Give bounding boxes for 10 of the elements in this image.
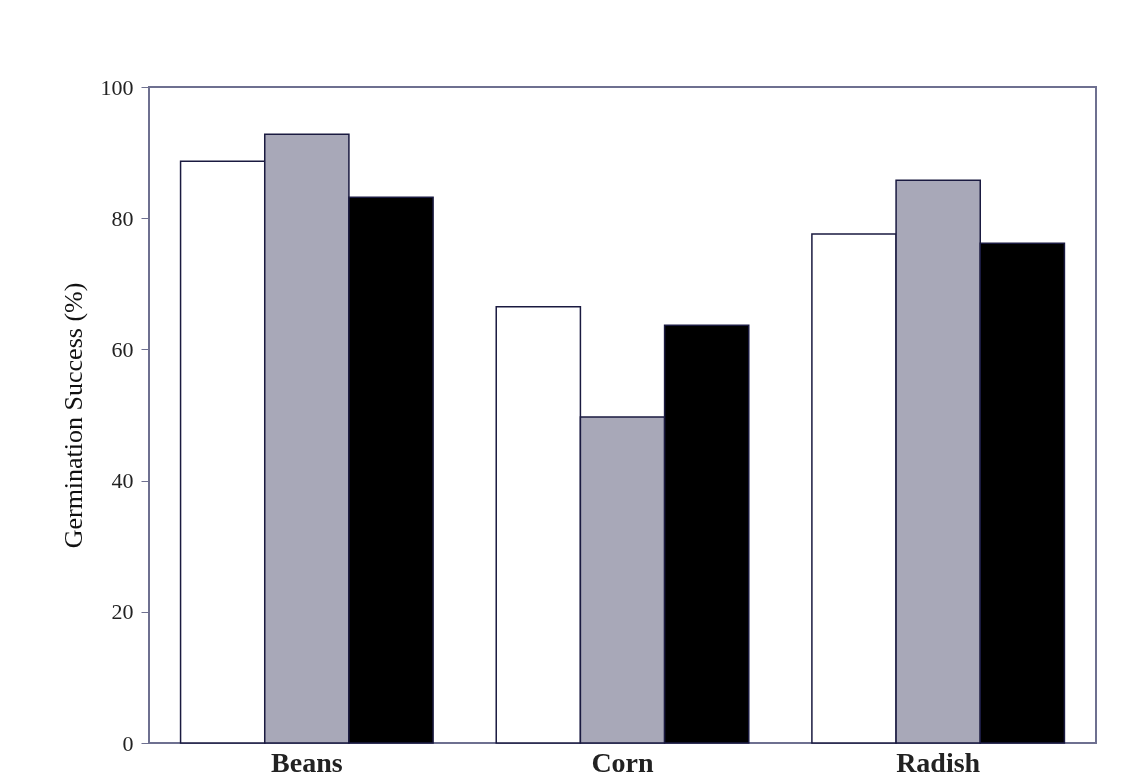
x-tick-label: Beans [271,746,343,778]
y-tick-label: 40 [111,468,134,494]
y-tick-label: 60 [111,336,134,362]
x-tick-label: Radish [896,746,981,778]
y-tick-label: 100 [100,74,134,100]
y-axis-title: Germination Success (%) [58,282,88,549]
y-tick-label: 20 [111,599,134,625]
x-tick-label: Corn [591,746,655,778]
y-tick-label: 80 [111,205,134,231]
y-tick-label: 0 [122,730,134,756]
